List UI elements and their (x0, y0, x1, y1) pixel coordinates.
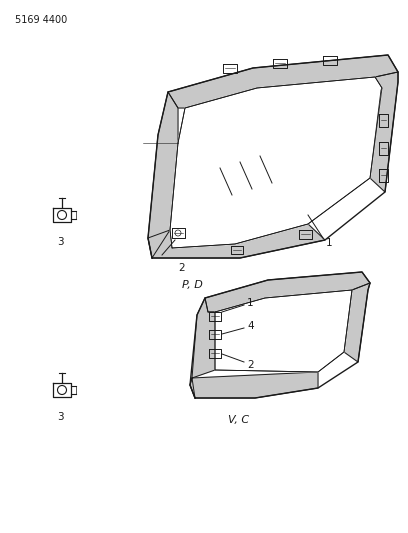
Polygon shape (148, 224, 325, 258)
Text: 3: 3 (57, 412, 63, 422)
Polygon shape (168, 55, 398, 108)
Text: 2: 2 (178, 263, 185, 273)
Text: 4: 4 (247, 321, 254, 331)
Text: 5169 4400: 5169 4400 (15, 15, 67, 25)
Polygon shape (344, 283, 370, 362)
Polygon shape (190, 298, 215, 398)
Text: 1: 1 (326, 238, 333, 248)
Polygon shape (215, 290, 352, 372)
Polygon shape (170, 77, 382, 248)
Polygon shape (148, 92, 178, 258)
Text: 2: 2 (247, 360, 254, 370)
Polygon shape (370, 72, 398, 192)
Text: 3: 3 (57, 237, 63, 247)
Polygon shape (190, 372, 318, 398)
Polygon shape (205, 272, 370, 312)
Text: V, C: V, C (228, 415, 249, 425)
Text: 1: 1 (247, 298, 254, 308)
Text: P, D: P, D (182, 280, 203, 290)
